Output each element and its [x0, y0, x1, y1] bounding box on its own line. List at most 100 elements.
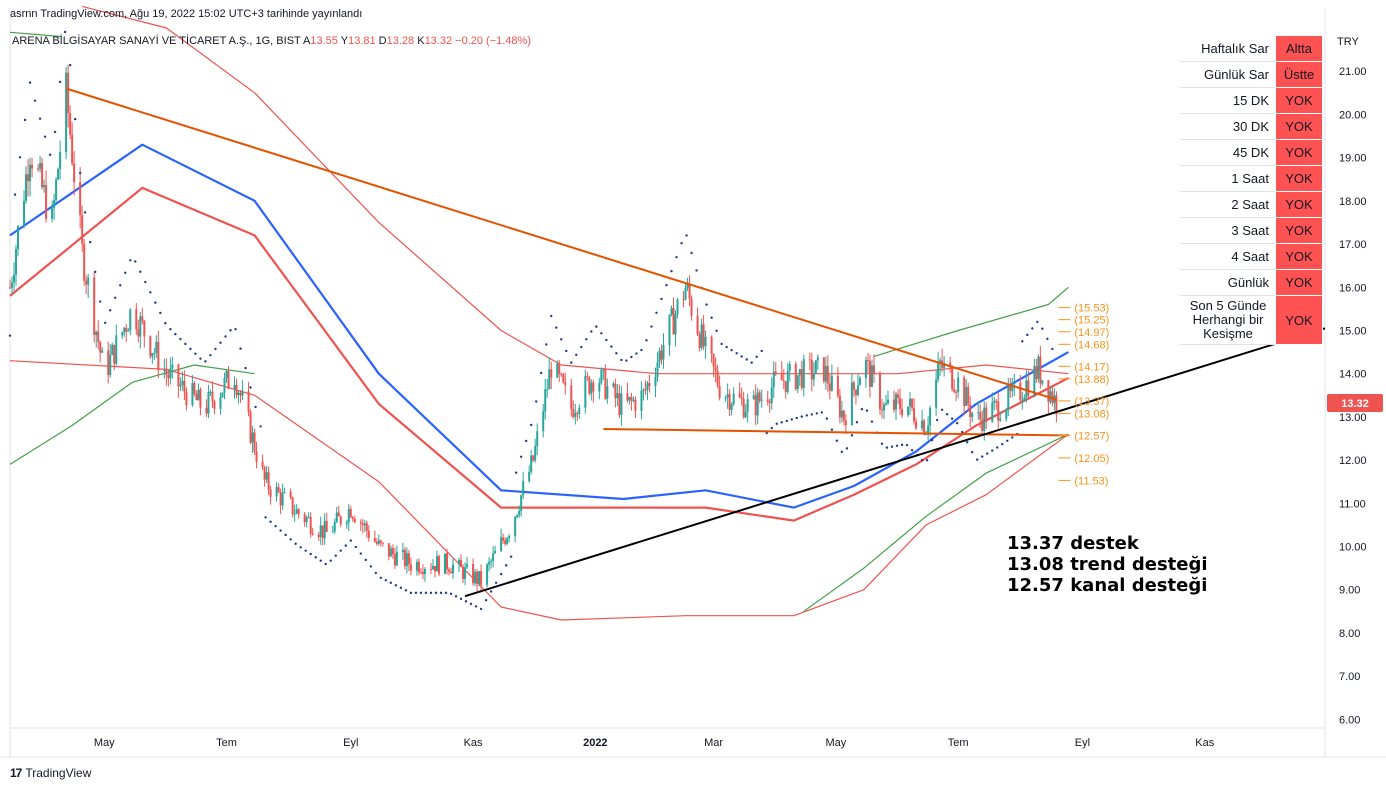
candle-body [712, 353, 715, 367]
published-info: asrnn TradingView.com, Ağu 19, 2022 15:0… [10, 8, 363, 20]
sar-dot [239, 347, 242, 350]
candle-body [937, 363, 940, 380]
candle-body [1033, 366, 1036, 396]
sar-dot [830, 428, 834, 431]
candle-body [494, 550, 497, 554]
candle-body [780, 373, 783, 381]
sar-dot [865, 409, 869, 412]
candle-body [572, 409, 575, 417]
signal-row: Haftalık Sar Altta [1180, 35, 1323, 62]
candle-body [67, 72, 70, 113]
sar-dot [855, 421, 859, 424]
band-line [873, 286, 1069, 357]
candle-body [121, 332, 124, 336]
sar-dot [58, 80, 62, 84]
sar-dot [635, 352, 638, 355]
sar-dot [996, 446, 999, 449]
candle-body [774, 371, 777, 374]
band-line [803, 433, 1069, 612]
candle-body [640, 390, 643, 411]
candle-body [878, 373, 881, 410]
signal-label: Günlük [1180, 269, 1276, 296]
candle-body [1023, 397, 1026, 401]
footer-brand[interactable]: 17 TradingView [10, 766, 91, 780]
sar-dot [660, 297, 663, 301]
y-tick-label: 19.00 [1339, 153, 1367, 165]
candle-body [514, 516, 517, 537]
candle-body [546, 389, 549, 391]
candle-body [911, 398, 914, 408]
candle-body [251, 432, 254, 443]
candle-body [261, 461, 264, 468]
sar-dot [935, 418, 939, 422]
candle-body [600, 369, 603, 383]
signal-table: Haftalık Sar Altta Günlük Sar Üstte 15 DK YOK… [1180, 35, 1323, 345]
candle-body [516, 514, 519, 517]
candle-body [684, 287, 687, 300]
candle-body [143, 320, 146, 337]
y-tick-label: 16.00 [1339, 282, 1367, 294]
candle-body [686, 284, 689, 288]
sar-dot [645, 339, 648, 342]
candle-body [732, 393, 735, 405]
candle-body [31, 164, 34, 169]
candle-body [578, 407, 581, 414]
candle-body [293, 513, 296, 515]
candle-body [480, 571, 483, 585]
candle-body [137, 329, 140, 337]
candle-body [235, 384, 238, 395]
sar-dot [955, 421, 959, 425]
candle-body [760, 399, 763, 401]
candle-body [307, 516, 310, 518]
sar-dot [605, 338, 608, 342]
y-tick-label: 15.00 [1339, 325, 1367, 337]
candle-body [953, 389, 956, 392]
candle-body [321, 525, 324, 539]
candle-body [445, 553, 448, 570]
candle-body [971, 413, 974, 418]
candle-body [339, 516, 342, 525]
candle-body [486, 564, 489, 585]
low-label: D [378, 35, 387, 47]
candle-body [317, 534, 320, 538]
candle-body [361, 523, 364, 526]
candle-body [670, 308, 673, 315]
sar-dot [309, 552, 312, 556]
sar-dot [965, 440, 969, 444]
candle-body [255, 451, 258, 462]
candle-body [856, 385, 859, 395]
sar-dot [13, 193, 17, 196]
sar-dot [710, 316, 713, 319]
candle-body [544, 389, 547, 412]
candle-body [59, 152, 62, 169]
sar-dot [680, 241, 683, 245]
sar-dot [159, 311, 162, 315]
candle-body [606, 386, 609, 399]
y-tick-label: 21.00 [1339, 66, 1367, 78]
sar-dot [615, 352, 618, 355]
candle-body [854, 389, 857, 395]
sar-dot [690, 251, 693, 255]
sar-dot [219, 341, 222, 344]
sar-dot [600, 332, 603, 335]
sar-dot [740, 355, 743, 358]
sar-dot [1006, 439, 1009, 443]
candle-body [740, 397, 743, 399]
sar-dot [199, 357, 202, 360]
candle-body [870, 365, 873, 387]
x-tick-label: Eyl [1075, 737, 1090, 749]
candle-body [421, 572, 424, 575]
sar-dot [109, 309, 112, 312]
trendline [65, 87, 1057, 401]
trendline [464, 327, 1326, 598]
candle-body [1055, 395, 1058, 415]
candle-body [532, 455, 535, 461]
x-tick-label: May [94, 737, 115, 749]
candle-body [101, 350, 104, 353]
candle-body [674, 314, 677, 335]
candle-body [123, 327, 126, 333]
sar-dot [349, 539, 352, 542]
candle-body [23, 200, 26, 227]
candle-body [714, 366, 717, 371]
